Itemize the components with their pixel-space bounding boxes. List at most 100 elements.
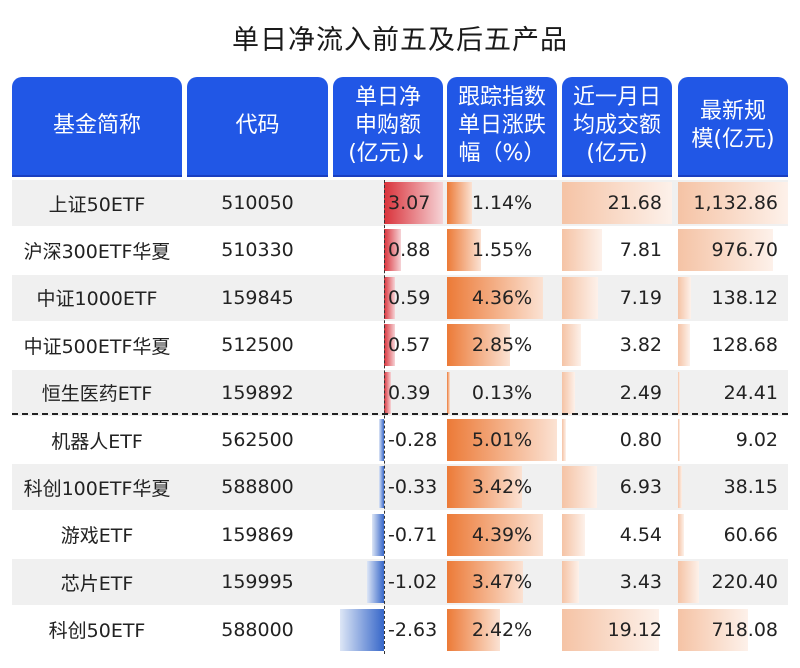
avg-volume-cell: 19.12 bbox=[562, 607, 672, 653]
aum-cell: 9.02 bbox=[678, 417, 788, 463]
avg-volume-bar bbox=[562, 276, 599, 319]
fund-code-cell: 510050 bbox=[221, 192, 294, 214]
index-change-cell: 1.14% bbox=[447, 180, 557, 226]
avg-volume-bar bbox=[562, 182, 672, 224]
table-row: 科创100ETF华夏 588800 -0.33 3.42% 6.93 38.15 bbox=[12, 464, 788, 511]
aum-bar bbox=[678, 608, 748, 651]
index-change-cell: 4.39% bbox=[447, 512, 557, 558]
fund-code-cell: 510330 bbox=[221, 239, 294, 262]
aum-bar bbox=[678, 561, 700, 604]
aum-bar bbox=[678, 276, 692, 319]
index-change-cell: 2.85% bbox=[447, 322, 557, 368]
aum-bar bbox=[678, 466, 682, 509]
avg-volume-cell: 0.80 bbox=[562, 417, 672, 463]
header-aum: 最新规 模(亿元) bbox=[678, 77, 788, 177]
net-flow-bar bbox=[378, 466, 384, 509]
net-flow-cell: 0.88 bbox=[333, 227, 443, 273]
avg-volume-cell: 3.43 bbox=[562, 559, 672, 605]
fund-name-cell: 中证1000ETF bbox=[36, 288, 158, 311]
fund-name-cell: 机器人ETF bbox=[51, 430, 143, 453]
index-change-cell: 5.01% bbox=[447, 417, 557, 463]
fund-name-cell: 芯片ETF bbox=[60, 572, 134, 595]
fund-name-cell: 沪深300ETF华夏 bbox=[23, 240, 171, 263]
index-change-cell: 1.55% bbox=[447, 227, 557, 273]
header-index-change: 跟踪指数 单日涨跌 幅（%） bbox=[447, 77, 557, 177]
index-change-cell: 4.36% bbox=[447, 275, 557, 321]
net-flow-cell: -0.28 bbox=[333, 417, 443, 463]
header-fund-name: 基金简称 bbox=[12, 77, 182, 177]
aum-bar bbox=[678, 371, 681, 414]
net-flow-cell: -2.63 bbox=[333, 607, 443, 653]
index-change-bar bbox=[447, 182, 473, 224]
avg-volume-bar bbox=[562, 513, 586, 556]
aum-cell: 60.66 bbox=[678, 512, 788, 558]
aum-cell: 976.70 bbox=[678, 227, 788, 273]
index-change-bar bbox=[447, 608, 501, 651]
avg-volume-bar bbox=[562, 419, 567, 461]
avg-volume-bar bbox=[562, 324, 582, 367]
fund-name-cell: 上证50ETF bbox=[48, 193, 146, 216]
fund-name-cell: 游戏ETF bbox=[60, 525, 134, 548]
index-change-bar bbox=[447, 466, 523, 509]
net-flow-bar bbox=[379, 419, 384, 461]
index-change-bar bbox=[447, 561, 524, 604]
avg-volume-cell: 2.49 bbox=[562, 370, 672, 416]
aum-cell: 128.68 bbox=[678, 322, 788, 368]
net-flow-bar bbox=[367, 561, 384, 604]
aum-cell: 1,132.86 bbox=[678, 180, 788, 226]
fund-code-cell: 159995 bbox=[221, 571, 294, 594]
aum-bar bbox=[678, 419, 680, 461]
table-row: 沪深300ETF华夏 510330 0.88 1.55% 7.81 976.70 bbox=[12, 227, 788, 273]
aum-cell: 24.41 bbox=[678, 370, 788, 416]
index-change-bar bbox=[447, 276, 543, 319]
aum-bar bbox=[678, 182, 788, 224]
index-change-bar bbox=[447, 371, 450, 414]
index-change-bar bbox=[447, 324, 510, 367]
table-row: 机器人ETF 562500 -0.28 5.01% 0.80 9.02 bbox=[12, 417, 788, 463]
avg-volume-cell: 6.93 bbox=[562, 464, 672, 510]
index-change-cell: 2.42% bbox=[447, 607, 557, 653]
avg-volume-bar bbox=[562, 229, 602, 272]
net-flow-cell: 0.59 bbox=[333, 275, 443, 321]
net-flow-cell: 0.39 bbox=[333, 370, 443, 416]
aum-cell: 718.08 bbox=[678, 607, 788, 653]
net-flow-cell: 0.57 bbox=[333, 322, 443, 368]
table-row: 游戏ETF 159869 -0.71 4.39% 4.54 60.66 bbox=[12, 512, 788, 558]
net-flow-bar bbox=[384, 324, 395, 367]
net-flow-bar bbox=[384, 371, 392, 414]
chart-title: 单日净流入前五及后五产品 bbox=[232, 25, 568, 56]
header-net-flow[interactable]: 单日净 申购额 (亿元)↓ bbox=[333, 77, 443, 177]
net-flow-bar bbox=[384, 182, 443, 224]
index-change-cell: 3.47% bbox=[447, 559, 557, 605]
fund-code-cell: 159892 bbox=[221, 381, 294, 404]
header-code: 代码 bbox=[187, 77, 328, 177]
net-flow-cell: 3.07 bbox=[333, 180, 443, 226]
fund-name-cell: 中证500ETF华夏 bbox=[23, 335, 171, 358]
net-flow-cell: -0.71 bbox=[333, 512, 443, 558]
aum-cell: 220.40 bbox=[678, 559, 788, 605]
fund-code-cell: 159869 bbox=[221, 523, 294, 546]
fund-name-cell: 科创100ETF华夏 bbox=[23, 477, 171, 500]
fund-name-cell: 科创50ETF bbox=[48, 620, 146, 643]
table-row: 芯片ETF 159995 -1.02 3.47% 3.43 220.40 bbox=[12, 559, 788, 606]
index-change-cell: 0.13% bbox=[447, 370, 557, 416]
aum-cell: 138.12 bbox=[678, 275, 788, 321]
aum-bar bbox=[678, 229, 773, 272]
fund-code-cell: 512500 bbox=[221, 334, 294, 357]
aum-bar bbox=[678, 513, 684, 556]
top-bottom-divider bbox=[12, 413, 788, 415]
header-avg-volume: 近一月日 均成交额 (亿元) bbox=[562, 77, 672, 177]
net-flow-bar bbox=[384, 276, 396, 319]
table-row: 恒生医药ETF 159892 0.39 0.13% 2.49 24.41 bbox=[12, 369, 788, 416]
index-change-bar bbox=[447, 419, 557, 461]
fund-code-cell: 562500 bbox=[221, 429, 294, 451]
table-row: 中证1000ETF 159845 0.59 4.36% 7.19 138.12 bbox=[12, 274, 788, 321]
avg-volume-cell: 3.82 bbox=[562, 322, 672, 368]
avg-volume-cell: 4.54 bbox=[562, 512, 672, 558]
net-flow-cell: -0.33 bbox=[333, 464, 443, 510]
fund-code-cell: 588800 bbox=[221, 476, 294, 499]
avg-volume-bar bbox=[562, 466, 598, 509]
avg-volume-cell: 21.68 bbox=[562, 180, 672, 226]
avg-volume-bar bbox=[562, 561, 580, 604]
net-flow-cell: -1.02 bbox=[333, 559, 443, 605]
